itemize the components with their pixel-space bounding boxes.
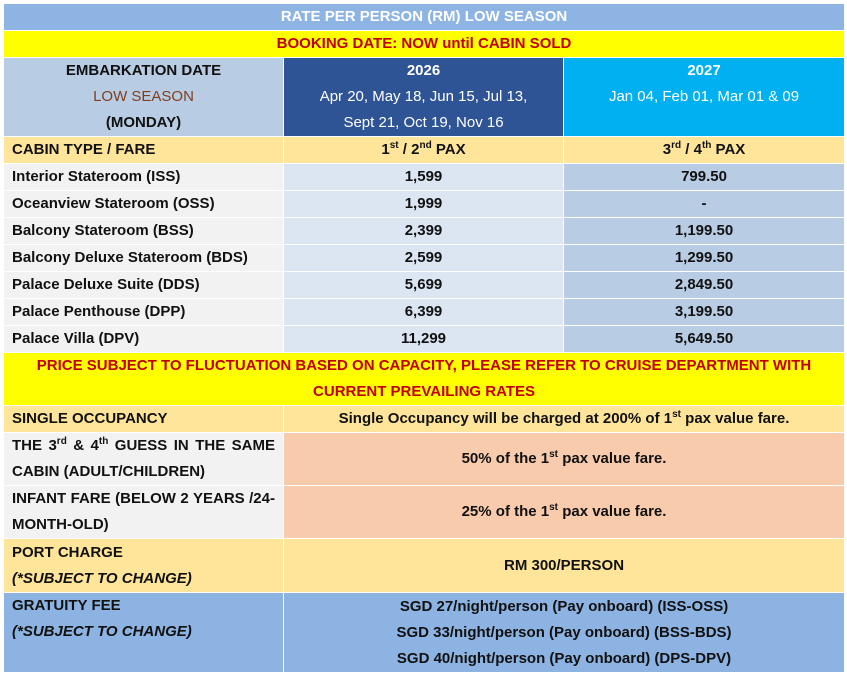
gratuity-row: GRATUITY FEE (*SUBJECT TO CHANGE) SGD 27… — [3, 592, 846, 673]
infant-fare-label: INFANT FARE (BELOW 2 YEARS /24-MONTH-OLD… — [3, 485, 284, 539]
guess-label-c: GUESS IN THE SAME CABIN (ADULT/CHILDREN) — [12, 437, 275, 480]
cabin-name: Oceanview Stateroom (OSS) — [3, 190, 284, 218]
cabin-name: Palace Deluxe Suite (DDS) — [3, 271, 284, 299]
pax34-fare: 5,649.50 — [562, 325, 846, 353]
pax34-fare: 799.50 — [562, 163, 846, 191]
single-occupancy-row: SINGLE OCCUPANCY Single Occupancy will b… — [3, 405, 846, 433]
pax12-fare: 1,999 — [283, 190, 564, 218]
table-row: Palace Villa (DPV) 11,299 5,649.50 — [3, 325, 846, 353]
guess-sup: st — [549, 449, 559, 460]
port-charge-row: PORT CHARGE (*SUBJECT TO CHANGE) RM 300/… — [3, 538, 846, 593]
title-row: RATE PER PERSON (RM) LOW SEASON — [2, 3, 846, 31]
year-2026-dates-1: Apr 20, May 18, Jun 15, Jul 13, — [319, 88, 528, 105]
rate-table: RATE PER PERSON (RM) LOW SEASON BOOKING … — [2, 3, 846, 673]
cabin-type-header: CABIN TYPE / FARE — [3, 136, 284, 164]
gratuity-line: SGD 27/night/person (Pay onboard) (ISS-O… — [399, 597, 729, 615]
table-row: Palace Deluxe Suite (DDS) 5,699 2,849.50 — [3, 271, 846, 299]
port-charge-label: PORT CHARGE — [12, 543, 123, 561]
infant-fare-text: 25% of the 1st pax value fare. — [282, 485, 846, 539]
pax12-sup-a: st — [389, 140, 399, 151]
pax34-fare: 1,299.50 — [562, 244, 846, 272]
pax34-fare: 1,199.50 — [562, 217, 846, 245]
pax34-header: 3rd / 4th PAX — [562, 136, 846, 164]
single-occupancy-text: Single Occupancy will be charged at 200%… — [282, 405, 846, 433]
single-text-b: pax value fare. — [680, 410, 790, 427]
gratuity-line: SGD 40/night/person (Pay onboard) (DPS-D… — [396, 649, 732, 667]
booking-date: BOOKING DATE: NOW until CABIN SOLD — [2, 30, 846, 58]
guess-label-sup-a: rd — [56, 436, 67, 447]
extra-guest-row: THE 3rd & 4th GUESS IN THE SAME CABIN (A… — [3, 432, 846, 486]
cabin-name: Interior Stateroom (ISS) — [3, 163, 284, 191]
cabin-name: Balcony Stateroom (BSS) — [3, 217, 284, 245]
year-2026-dates-2: Sept 21, Oct 19, Nov 16 — [343, 114, 504, 131]
table-row: Balcony Deluxe Stateroom (BDS) 2,599 1,2… — [3, 244, 846, 272]
season-label: LOW SEASON — [93, 88, 194, 105]
single-sup: st — [672, 409, 681, 420]
pax34-sup-b: th — [701, 140, 712, 151]
gratuity-line: SGD 33/night/person (Pay onboard) (BSS-B… — [396, 623, 732, 641]
year-2027-label: 2027 — [687, 62, 721, 79]
pax12-sup-b: nd — [419, 140, 432, 151]
pax34-a: 3 — [662, 141, 672, 158]
single-text-a: Single Occupancy will be charged at 200%… — [338, 410, 673, 427]
pax12-fare: 2,399 — [283, 217, 564, 245]
year-2027-cell: 2027 Jan 04, Feb 01, Mar 01 & 09 — [562, 57, 846, 137]
pax12-fare: 5,699 — [283, 271, 564, 299]
pax34-fare: 2,849.50 — [562, 271, 846, 299]
guess-text-b: pax value fare. — [558, 450, 667, 467]
pax12-fare: 6,399 — [283, 298, 564, 326]
price-notice: PRICE SUBJECT TO FLUCTUATION BASED ON CA… — [2, 352, 846, 406]
pax34-c: PAX — [711, 141, 746, 158]
pax12-fare: 1,599 — [283, 163, 564, 191]
infant-sup: st — [549, 502, 559, 513]
booking-row: BOOKING DATE: NOW until CABIN SOLD — [2, 30, 846, 58]
extra-guest-text: 50% of the 1st pax value fare. — [282, 432, 846, 486]
pax12-a: 1 — [381, 141, 390, 158]
year-2026-label: 2026 — [406, 62, 441, 79]
year-2026-cell: 2026 Apr 20, May 18, Jun 15, Jul 13, Sep… — [283, 57, 564, 137]
embarkation-row: EMBARKATION DATE LOW SEASON (MONDAY) 202… — [3, 57, 846, 137]
table-row: Balcony Stateroom (BSS) 2,399 1,199.50 — [3, 217, 846, 245]
gratuity-values: SGD 27/night/person (Pay onboard) (ISS-O… — [282, 592, 846, 673]
pax12-fare: 11,299 — [283, 325, 564, 353]
gratuity-label-cell: GRATUITY FEE (*SUBJECT TO CHANGE) — [3, 592, 284, 673]
cabin-name: Palace Penthouse (DPP) — [3, 298, 284, 326]
pax34-b: / 4 — [681, 141, 702, 158]
pax12-c: PAX — [431, 141, 466, 158]
pax12-fare: 2,599 — [283, 244, 564, 272]
guess-label-a: THE 3 — [12, 437, 57, 454]
day-label: (MONDAY) — [105, 114, 182, 131]
year-2027-dates: Jan 04, Feb 01, Mar 01 & 09 — [608, 88, 800, 105]
infant-text-b: pax value fare. — [558, 503, 667, 520]
pax34-fare: - — [562, 190, 846, 218]
port-charge-label-cell: PORT CHARGE (*SUBJECT TO CHANGE) — [3, 538, 284, 593]
infant-fare-row: INFANT FARE (BELOW 2 YEARS /24-MONTH-OLD… — [3, 485, 846, 539]
single-occupancy-label: SINGLE OCCUPANCY — [3, 405, 284, 433]
infant-text-a: 25% of the 1 — [461, 503, 550, 520]
port-charge-subject: (*SUBJECT TO CHANGE) — [12, 569, 192, 587]
gratuity-label: GRATUITY FEE — [12, 597, 121, 614]
port-charge-value: RM 300/PERSON — [282, 538, 846, 593]
pax34-fare: 3,199.50 — [562, 298, 846, 326]
guess-text-a: 50% of the 1 — [461, 450, 550, 467]
table-row: Palace Penthouse (DPP) 6,399 3,199.50 — [3, 298, 846, 326]
embarkation-label: EMBARKATION DATE — [65, 62, 222, 79]
pax12-b: / 2 — [398, 141, 420, 158]
table-row: Interior Stateroom (ISS) 1,599 799.50 — [3, 163, 846, 191]
gratuity-subject: (*SUBJECT TO CHANGE) — [12, 623, 192, 640]
guess-label-b: & 4 — [66, 437, 99, 454]
cabin-name: Balcony Deluxe Stateroom (BDS) — [3, 244, 284, 272]
pax12-header: 1st / 2nd PAX — [283, 136, 564, 164]
pax34-sup-a: rd — [671, 140, 682, 151]
embarkation-cell: EMBARKATION DATE LOW SEASON (MONDAY) — [3, 57, 284, 137]
extra-guest-label: THE 3rd & 4th GUESS IN THE SAME CABIN (A… — [3, 432, 284, 486]
notice-row: PRICE SUBJECT TO FLUCTUATION BASED ON CA… — [2, 352, 846, 406]
table-row: Oceanview Stateroom (OSS) 1,999 - — [3, 190, 846, 218]
fare-header-row: CABIN TYPE / FARE 1st / 2nd PAX 3rd / 4t… — [3, 136, 846, 164]
cabin-name: Palace Villa (DPV) — [3, 325, 284, 353]
table-title: RATE PER PERSON (RM) LOW SEASON — [2, 3, 846, 31]
guess-label-sup-b: th — [98, 436, 109, 447]
